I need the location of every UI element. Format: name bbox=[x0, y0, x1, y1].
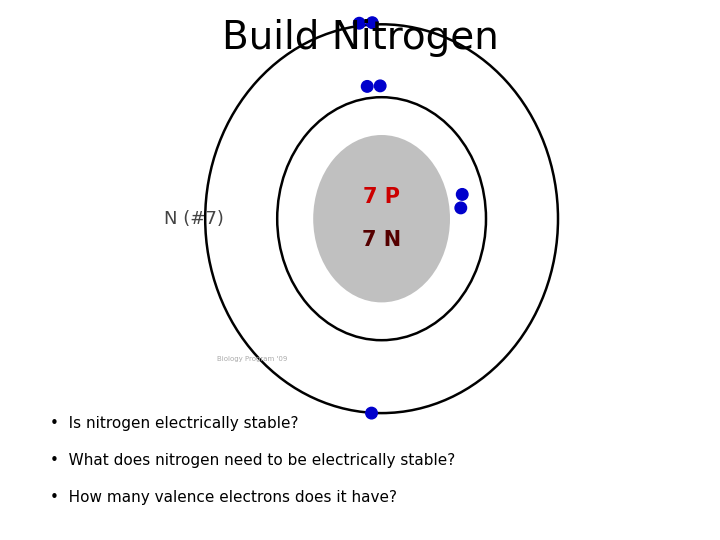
Ellipse shape bbox=[313, 135, 450, 302]
Text: 7 P: 7 P bbox=[363, 187, 400, 207]
Ellipse shape bbox=[366, 407, 377, 419]
Ellipse shape bbox=[366, 17, 378, 29]
Ellipse shape bbox=[456, 188, 468, 200]
Ellipse shape bbox=[455, 202, 467, 214]
Text: Biology Program '09: Biology Program '09 bbox=[217, 356, 287, 362]
Text: •  What does nitrogen need to be electrically stable?: • What does nitrogen need to be electric… bbox=[50, 453, 456, 468]
Text: •  How many valence electrons does it have?: • How many valence electrons does it hav… bbox=[50, 490, 397, 505]
Text: N (#7): N (#7) bbox=[164, 210, 225, 228]
Text: 7 N: 7 N bbox=[362, 230, 401, 251]
Ellipse shape bbox=[361, 80, 373, 92]
Text: •  Is nitrogen electrically stable?: • Is nitrogen electrically stable? bbox=[50, 416, 299, 431]
Ellipse shape bbox=[374, 80, 386, 92]
Ellipse shape bbox=[354, 17, 365, 29]
Text: Build Nitrogen: Build Nitrogen bbox=[222, 19, 498, 57]
